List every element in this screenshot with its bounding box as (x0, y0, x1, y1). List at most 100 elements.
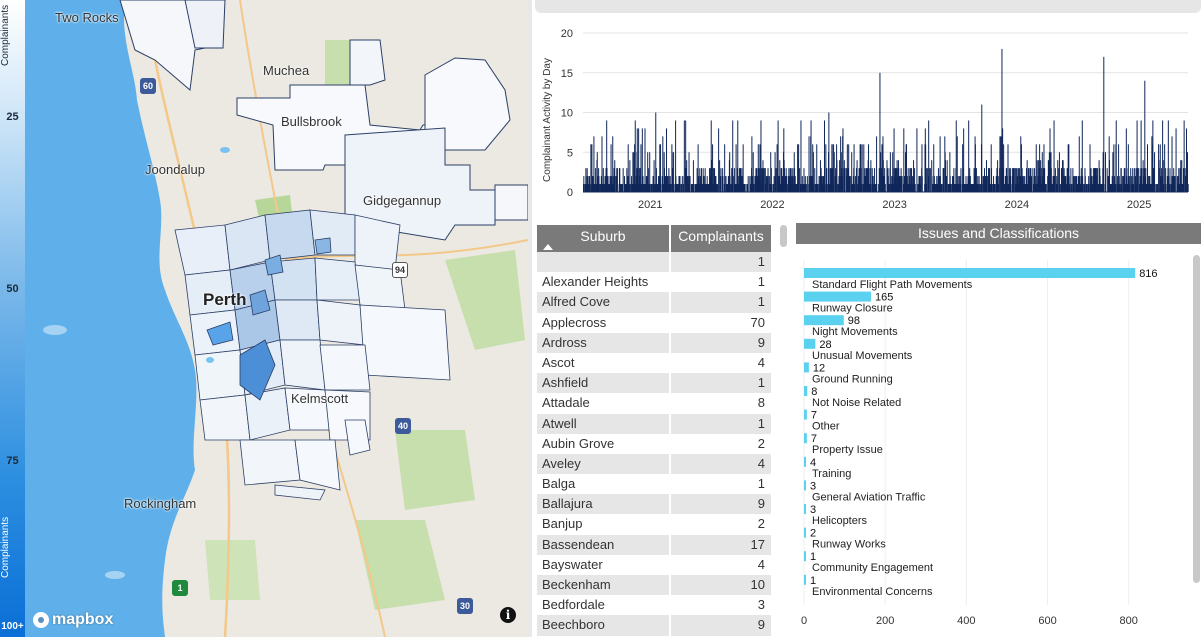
issue-value-label: 165 (875, 292, 893, 304)
daily-bar (620, 184, 622, 192)
table-scrollbar[interactable] (780, 225, 787, 247)
table-row[interactable]: Bayswater 4 (537, 554, 771, 575)
cell-complainants: 4 (757, 455, 765, 471)
daily-bar (1023, 176, 1025, 192)
daily-bar (1135, 184, 1137, 192)
issue-bar (804, 574, 806, 585)
table-row[interactable]: Bedfordale 3 (537, 595, 771, 616)
daily-bar (593, 136, 595, 192)
daily-bar (1083, 184, 1085, 192)
daily-bar (1147, 176, 1149, 192)
daily-bar (1050, 168, 1052, 192)
daily-bar (686, 176, 688, 192)
daily-activity-chart[interactable]: 0 5 10 15 20 2021 2022 2023 2024 2025 Complainant… (535, 20, 1201, 215)
suburb-highlight (314, 237, 332, 255)
daily-bar (1112, 184, 1114, 192)
cell-separator (669, 373, 671, 394)
daily-bar (1029, 168, 1031, 192)
daily-bar (624, 184, 626, 192)
cell-suburb: Balga (542, 476, 576, 492)
issues-scrollbar[interactable] (1193, 255, 1200, 583)
table-row[interactable]: Bassendean 17 (537, 534, 771, 555)
table-row[interactable]: Applecross 70 (537, 312, 771, 333)
issue-category-label: General Aviation Traffic (812, 491, 926, 503)
daily-bar (863, 144, 865, 192)
cell-suburb: Attadale (542, 395, 590, 411)
table-row[interactable]: 1 (537, 252, 771, 273)
daily-bar (1123, 168, 1125, 192)
daily-bar (818, 184, 820, 192)
daily-bar (1122, 176, 1124, 192)
daily-bar (811, 176, 813, 192)
info-button[interactable]: i (500, 607, 516, 623)
daily-bar (762, 160, 764, 192)
table-row[interactable]: Ascot 4 (537, 352, 771, 374)
daily-bar (1011, 168, 1013, 192)
column-header-complainants[interactable]: Complainants (671, 225, 771, 252)
daily-bar (955, 120, 957, 192)
daily-bar (921, 144, 923, 192)
table-row[interactable]: Ashfield 1 (537, 373, 771, 394)
daily-bar (1030, 168, 1032, 192)
table-row[interactable]: Alexander Heights 1 (537, 272, 771, 293)
daily-bar (825, 168, 827, 192)
issue-value-label: 7 (811, 433, 817, 445)
column-header-suburb[interactable]: Suburb (537, 225, 669, 252)
table-row[interactable]: Balga 1 (537, 474, 771, 495)
table-row[interactable]: Attadale 8 (537, 393, 771, 414)
daily-bar (1027, 184, 1029, 192)
daily-bar (700, 168, 702, 192)
daily-bar (727, 184, 729, 192)
daily-bar (596, 152, 598, 192)
table-row[interactable]: Aubin Grove 2 (537, 433, 771, 454)
issue-bar (804, 315, 844, 326)
daily-bar (1153, 168, 1155, 192)
issues-chart[interactable]: 816 Standard Flight Path Movements 165 Runw… (796, 250, 1201, 637)
daily-bar (754, 176, 756, 192)
daily-bar (675, 120, 677, 192)
daily-bar (662, 136, 664, 192)
issue-bar (804, 362, 809, 373)
table-row[interactable]: Ardross 9 (537, 332, 771, 353)
daily-bar (625, 184, 627, 192)
daily-bar (1097, 184, 1099, 192)
place-muchea: Muchea (263, 63, 310, 78)
table-row[interactable]: Ballajura 9 (537, 494, 771, 515)
daily-bar (960, 168, 962, 192)
daily-bar (1069, 184, 1071, 192)
issue-category-label: Runway Works (812, 539, 886, 551)
table-row[interactable]: Banjup 2 (537, 514, 771, 535)
mapbox-logo[interactable]: mapbox (33, 611, 113, 629)
cell-separator (669, 453, 671, 475)
daily-bar (1014, 168, 1016, 192)
cell-suburb (537, 252, 669, 272)
daily-bar (771, 184, 773, 192)
daily-bar (679, 184, 681, 192)
issue-value-label: 1 (810, 575, 816, 587)
complaints-map[interactable]: Two Rocks Muchea Bullsbrook Joondalup Gi… (25, 0, 528, 637)
table-row[interactable]: Beckenham 10 (537, 575, 771, 596)
daily-bar (711, 160, 713, 192)
daily-bar (816, 144, 818, 192)
daily-bar (1181, 160, 1183, 192)
daily-bar (795, 184, 797, 192)
daily-bar (1160, 176, 1162, 192)
daily-bar (649, 152, 651, 192)
table-row[interactable]: Beechboro 9 (537, 615, 771, 636)
table-row[interactable]: Atwell 1 (537, 413, 771, 434)
daily-bar (768, 176, 770, 192)
table-row[interactable]: Alfred Cove 1 (537, 292, 771, 313)
daily-bar (1017, 168, 1019, 192)
cell-suburb: Bedfordale (542, 597, 605, 613)
suburb-table[interactable]: Suburb Complainants 1 Alexander Heights 1 A… (537, 225, 771, 637)
table-row[interactable]: Aveley 4 (537, 453, 771, 475)
daily-bar (589, 184, 591, 192)
issue-category-label: Property Issue (812, 444, 883, 456)
daily-bar (1180, 160, 1182, 192)
chart-axes: 0 5 10 15 20 2021 2022 2023 2024 2025 (561, 28, 1188, 211)
legend-tick-100: 100+ (1, 621, 24, 632)
daily-bar (702, 176, 704, 192)
daily-bar (937, 184, 939, 192)
daily-bar (908, 184, 910, 192)
sort-ascending-icon[interactable] (543, 244, 553, 250)
